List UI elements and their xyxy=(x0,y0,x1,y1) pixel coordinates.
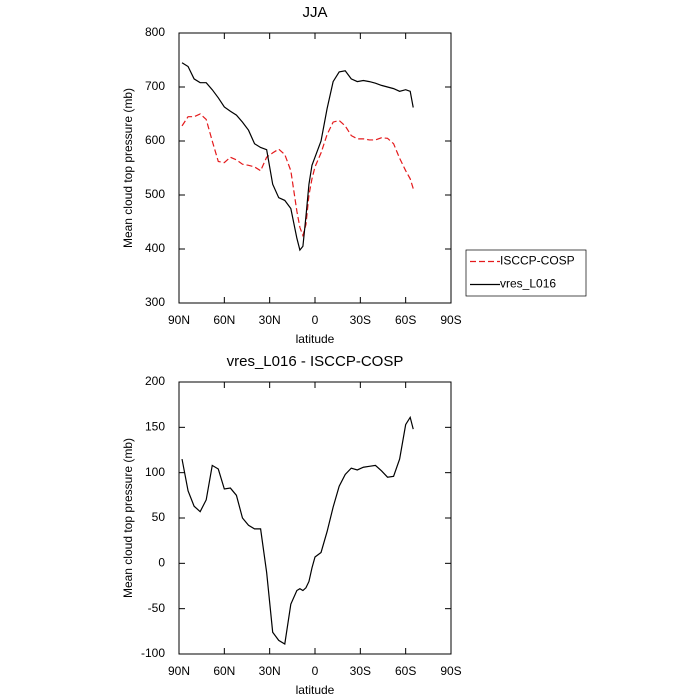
x-tick-label: 30S xyxy=(350,313,371,327)
data-line xyxy=(181,415,414,646)
y-tick-label: 700 xyxy=(145,79,165,93)
y-tick-label: 0 xyxy=(158,556,165,570)
x-axis-label: latitude xyxy=(296,332,335,346)
y-tick-label: 150 xyxy=(145,420,165,434)
y-axis-label: Mean cloud top pressure (mb) xyxy=(121,88,135,248)
legend-label: ISCCP-COSP xyxy=(500,254,575,268)
y-tick-label: 800 xyxy=(145,25,165,39)
x-tick-label: 0 xyxy=(312,664,319,678)
data-line xyxy=(181,62,414,252)
plot-frame xyxy=(178,381,452,655)
y-tick-label: 600 xyxy=(145,133,165,147)
x-tick-label: 60N xyxy=(213,664,235,678)
legend-label: vres_L016 xyxy=(500,277,556,291)
y-tick-label: 100 xyxy=(145,465,165,479)
plot-frame xyxy=(178,32,452,304)
chart-title: JJA xyxy=(302,4,327,21)
x-tick-label: 60S xyxy=(395,664,416,678)
x-tick-label: 0 xyxy=(312,313,319,327)
x-tick-label: 60N xyxy=(213,313,235,327)
y-tick-label: 300 xyxy=(145,295,165,309)
x-tick-label: 90N xyxy=(168,664,190,678)
legend-box xyxy=(465,249,587,297)
x-tick-label: 30N xyxy=(259,313,281,327)
y-tick-label: 400 xyxy=(145,241,165,255)
x-tick-label: 30N xyxy=(259,664,281,678)
x-tick-label: 90S xyxy=(440,313,461,327)
y-tick-label: -100 xyxy=(141,646,165,660)
y-tick-label: 200 xyxy=(145,374,165,388)
x-axis-label: latitude xyxy=(296,683,335,697)
y-axis-label: Mean cloud top pressure (mb) xyxy=(121,438,135,598)
y-tick-label: 500 xyxy=(145,187,165,201)
chart-title: vres_L016 - ISCCP-COSP xyxy=(227,353,404,370)
x-tick-label: 90S xyxy=(440,664,461,678)
y-tick-label: -50 xyxy=(148,601,166,615)
x-tick-label: 30S xyxy=(350,664,371,678)
x-tick-label: 60S xyxy=(395,313,416,327)
y-tick-label: 50 xyxy=(152,510,166,524)
data-line xyxy=(181,113,414,238)
x-tick-label: 90N xyxy=(168,313,190,327)
